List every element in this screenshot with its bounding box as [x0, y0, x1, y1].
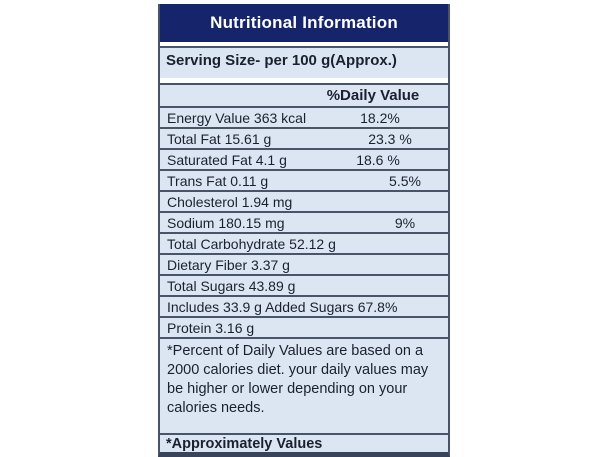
approximately-values-note: *Approximately Values: [160, 433, 448, 452]
serving-size-row: Serving Size- per 100 g(Approx.): [160, 46, 448, 78]
row-label: Includes 33.9 g Added Sugars 67.8%: [167, 298, 398, 315]
daily-value-header-row: %Daily Value: [160, 83, 448, 106]
table-title: Nutritional Information: [160, 4, 448, 42]
row-value: 18.2%: [360, 109, 400, 126]
table-row: Energy Value 363 kcal 18.2%: [160, 106, 448, 127]
row-value: 9%: [394, 214, 416, 231]
footnote-line: *Percent of Daily Values are based on a: [167, 343, 424, 359]
table-row: Total Carbohydrate 52.12 g: [160, 232, 448, 253]
nutrient-rows: Energy Value 363 kcal 18.2% Total Fat 15…: [160, 106, 448, 337]
table-row: Dietary Fiber 3.37 g: [160, 253, 448, 274]
divider: [160, 42, 448, 46]
row-label: Saturated Fat 4.1 g: [167, 151, 287, 168]
row-value: 23.3 %: [368, 130, 412, 147]
row-value: 5.5%: [389, 172, 421, 189]
row-label: Sodium 180.15 mg: [167, 214, 285, 231]
row-label: Dietary Fiber 3.37 g: [167, 256, 290, 273]
row-value: 18.6 %: [356, 151, 400, 168]
table-row: Total Fat 15.61 g 23.3 %: [160, 127, 448, 148]
row-label: Cholesterol 1.94 mg: [167, 193, 293, 210]
row-label: Energy Value 363 kcal: [167, 109, 307, 126]
row-label: Protein 3.16 g: [167, 319, 255, 336]
table-row: Protein 3.16 g: [160, 316, 448, 337]
row-label: Total Carbohydrate 52.12 g: [167, 235, 336, 252]
footnote-line: 2000 calories diet. your daily values ma…: [167, 362, 429, 378]
footnote-line: be higher or lower depending on your: [167, 381, 408, 397]
footnote-lines: *Percent of Daily Values are based on a …: [167, 342, 441, 418]
daily-value-footnote: *Percent of Daily Values are based on a …: [160, 337, 448, 433]
row-label: Trans Fat 0.11 g: [167, 172, 269, 189]
table-row: Saturated Fat 4.1 g 18.6 %: [160, 148, 448, 169]
table-row: Sodium 180.15 mg 9%: [160, 211, 448, 232]
row-label: Total Fat 15.61 g: [167, 130, 272, 147]
divider: [160, 78, 448, 83]
daily-value-header: %Daily Value: [326, 87, 420, 104]
row-label: Total Sugars 43.89 g: [167, 277, 296, 294]
nutrition-table: Nutritional Information Serving Size- pe…: [158, 4, 450, 457]
table-row: Includes 33.9 g Added Sugars 67.8%: [160, 295, 448, 316]
table-row: Total Sugars 43.89 g: [160, 274, 448, 295]
table-row: Cholesterol 1.94 mg: [160, 190, 448, 211]
table-row: Trans Fat 0.11 g 5.5%: [160, 169, 448, 190]
footnote-line: calories needs.: [167, 400, 265, 416]
